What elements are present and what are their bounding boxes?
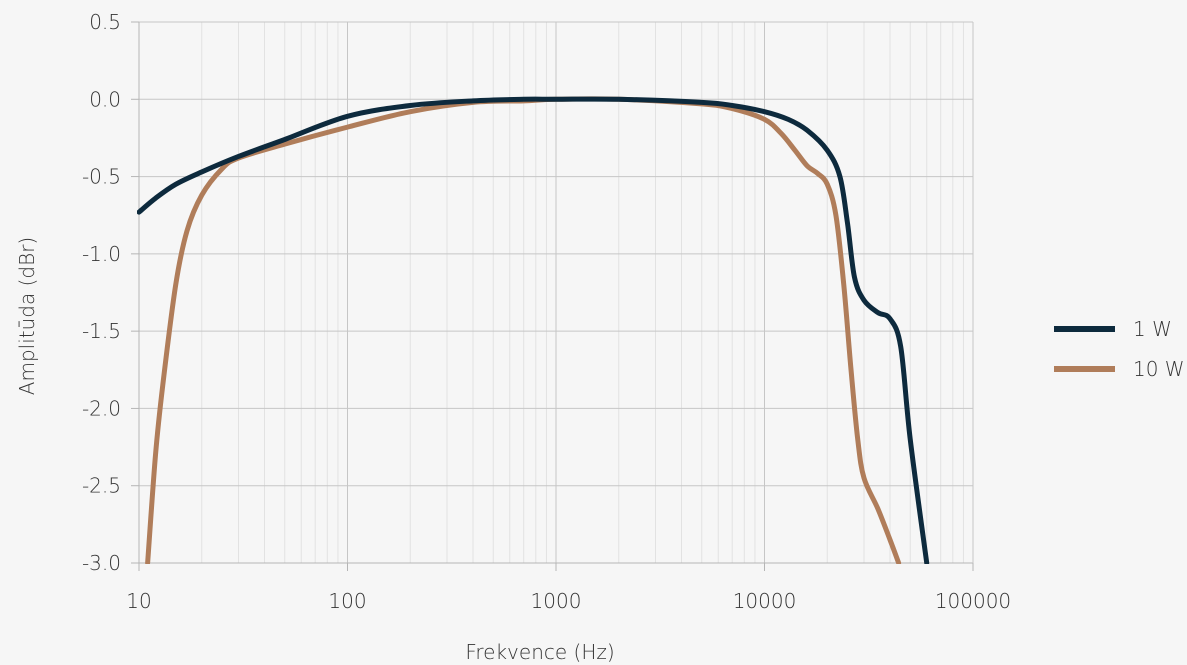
legend: 1 W 10 W	[1054, 317, 1185, 381]
x-tick-label: 10000	[733, 589, 797, 613]
minor-grid	[201, 22, 964, 563]
axes	[131, 21, 974, 571]
legend-label-10w: 10 W	[1133, 357, 1185, 381]
x-tick-label: 10	[126, 589, 151, 613]
x-tick-label: 100	[328, 589, 366, 613]
y-tick-label: 0.5	[89, 10, 121, 34]
series-layer	[137, 96, 930, 564]
x-axis-title: Frekvence (Hz)	[465, 640, 614, 664]
y-tick-label: -1.5	[82, 319, 121, 343]
y-tick-label: -0.5	[82, 165, 121, 189]
y-axis-title: Amplitūda (dBr)	[15, 237, 39, 395]
series-line-1w	[137, 96, 930, 564]
y-tick-label: -2.0	[82, 396, 121, 420]
y-tick-label: -3.0	[82, 551, 121, 575]
y-tick-label: -2.5	[82, 474, 121, 498]
y-tick-label: 0.0	[89, 87, 121, 111]
x-tick-labels: 10 100 1000 10000 100000	[126, 589, 1011, 613]
y-tick-labels: 0.5 0.0 -0.5 -1.0 -1.5 -2.0 -2.5 -3.0	[82, 10, 121, 575]
x-tick-label: 100000	[935, 589, 1011, 613]
y-tick-label: -1.0	[82, 242, 121, 266]
legend-label-1w: 1 W	[1133, 317, 1172, 341]
x-tick-label: 1000	[531, 589, 582, 613]
